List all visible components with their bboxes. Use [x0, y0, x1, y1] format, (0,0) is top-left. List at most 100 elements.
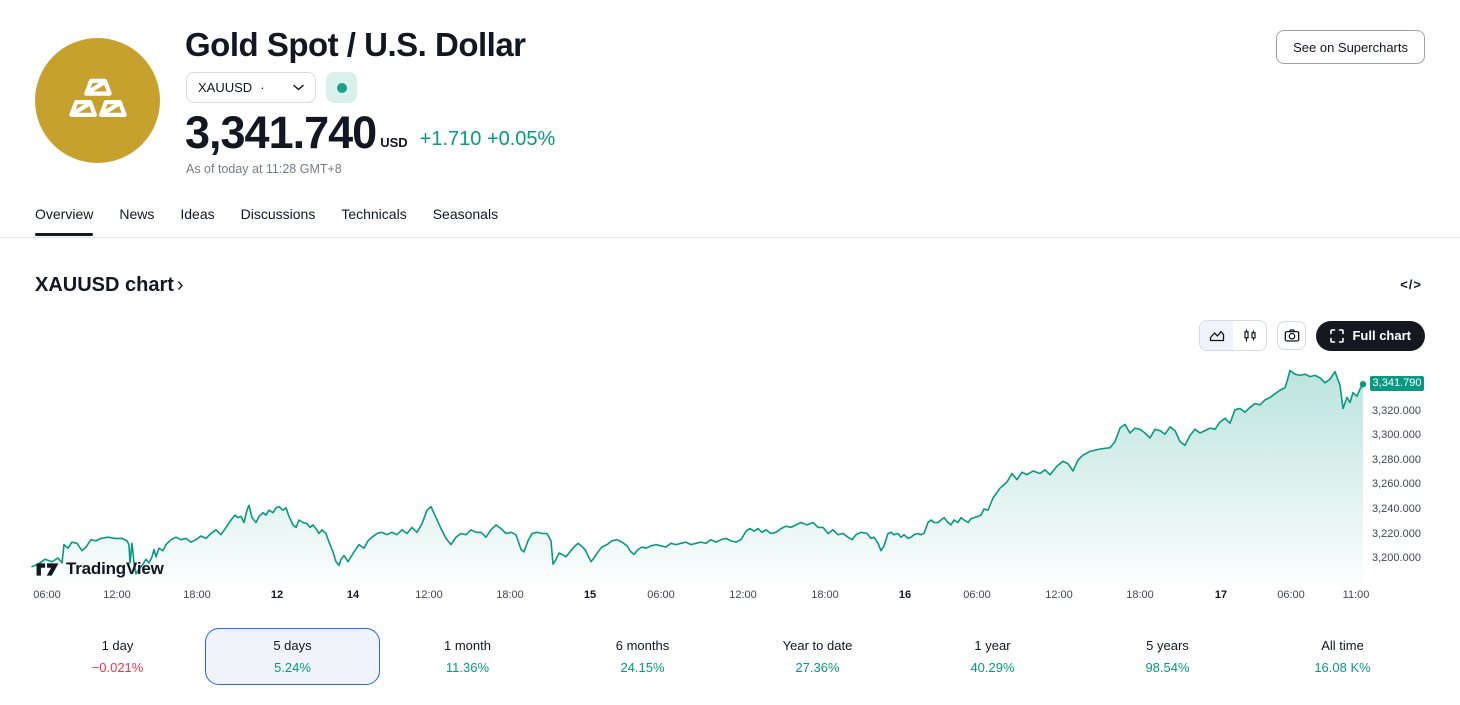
full-chart-label: Full chart — [1352, 328, 1411, 343]
full-chart-button[interactable]: Full chart — [1316, 320, 1425, 351]
period-button-all-time[interactable]: All time 16.08 K% — [1255, 628, 1430, 685]
time-axis-label: 18:00 — [183, 589, 211, 601]
period-button-1-year[interactable]: 1 year 40.29% — [905, 628, 1080, 685]
time-axis-label: 16 — [898, 589, 912, 601]
as-of-text: As of today at 11:28 GMT+8 — [186, 162, 342, 176]
tab-bar: Overview News Ideas Discussions Technicals Se… — [35, 206, 498, 236]
price-currency: USD — [380, 135, 408, 150]
see-on-supercharts-button[interactable]: See on Supercharts — [1276, 30, 1425, 64]
period-change-value: 98.54% — [1145, 660, 1190, 675]
gold-bars-icon — [68, 78, 127, 117]
period-change-value: 16.08 K% — [1314, 660, 1371, 675]
period-button-year-to-date[interactable]: Year to date 27.36% — [730, 628, 905, 685]
price-axis-label: 3,260.000 — [1372, 478, 1421, 491]
market-status-indicator[interactable] — [326, 72, 357, 103]
period-button-1-month[interactable]: 1 month 11.36% — [380, 628, 555, 685]
period-change-value: 40.29% — [970, 660, 1015, 675]
tab-seasonals[interactable]: Seasonals — [432, 206, 499, 222]
tabs-divider — [0, 237, 1460, 238]
period-label: 5 days — [273, 638, 312, 653]
time-axis-label: 12:00 — [103, 589, 131, 601]
period-label: 5 years — [1146, 638, 1189, 653]
price-axis-label: 3,220.000 — [1372, 527, 1421, 540]
last-price-dot — [1359, 381, 1367, 388]
time-axis-label: 15 — [583, 589, 597, 601]
price-chart[interactable] — [31, 365, 1367, 585]
tab-discussions[interactable]: Discussions — [240, 206, 316, 222]
period-change-value: 11.36% — [445, 660, 490, 675]
snapshot-button[interactable] — [1277, 321, 1307, 350]
time-axis-label: 12 — [270, 589, 284, 601]
chart-type-area-button[interactable] — [1200, 321, 1234, 350]
tab-overview[interactable]: Overview — [35, 206, 94, 236]
time-axis-label: 17 — [1214, 589, 1228, 601]
period-change-value: 27.36% — [795, 660, 840, 675]
time-axis-label: 18:00 — [811, 589, 839, 601]
price-axis-label: 3,200.000 — [1372, 552, 1421, 565]
page-title: Gold Spot / U.S. Dollar — [185, 26, 526, 63]
tab-technicals[interactable]: Technicals — [341, 206, 407, 222]
price-axis-label: 3,280.000 — [1372, 453, 1421, 466]
time-axis-label: 18:00 — [496, 589, 524, 601]
chart-toolbar: Full chart — [1199, 320, 1425, 351]
price-row: 3,341.740 USD +1.710 +0.05% — [185, 108, 555, 158]
symbol-dropdown[interactable]: XAUUSD · — [186, 72, 316, 103]
period-label: 1 month — [444, 638, 491, 653]
embed-code-icon[interactable]: </> — [1400, 277, 1422, 292]
period-label: All time — [1321, 638, 1364, 653]
period-change-value: 24.15% — [620, 660, 665, 675]
time-axis-label: 18:00 — [1126, 589, 1154, 601]
symbol-row: XAUUSD · — [186, 72, 357, 103]
chevron-down-icon — [293, 84, 304, 91]
time-axis-label: 06:00 — [963, 589, 991, 601]
time-axis-label: 12:00 — [729, 589, 757, 601]
camera-icon — [1284, 328, 1300, 342]
chart-area-fill — [32, 370, 1363, 585]
price-axis-label: 3,320.000 — [1372, 404, 1421, 417]
tradingview-logo-icon — [36, 562, 59, 576]
time-axis-label: 12:00 — [415, 589, 443, 601]
chart-line — [31, 369, 1364, 575]
time-axis: 06:00 12:00 18:00 12 14 12:00 18:00 15 06:00 12:0… — [32, 589, 1370, 605]
price-value: 3,341.740 — [185, 107, 377, 158]
chart-heading-link[interactable]: XAUUSD chart › — [35, 274, 184, 297]
time-axis-label: 06:00 — [1277, 589, 1305, 601]
area-chart-icon — [1209, 330, 1225, 342]
last-price-badge: 3,341.790 — [1370, 376, 1424, 392]
period-button-6-months[interactable]: 6 months 24.15% — [555, 628, 730, 685]
tradingview-watermark[interactable]: TradingView — [35, 559, 164, 579]
period-label: 6 months — [615, 638, 670, 653]
symbol-separator: · — [260, 80, 265, 95]
time-axis-label: 06:00 — [647, 589, 675, 601]
candlestick-icon — [1244, 329, 1256, 342]
time-axis-label: 06:00 — [33, 589, 61, 601]
time-axis-label: 14 — [346, 589, 360, 601]
period-button-1-day[interactable]: 1 day −0.021% — [30, 628, 205, 685]
chart-type-candles-button[interactable] — [1233, 321, 1267, 350]
price-axis-label: 3,300.000 — [1372, 429, 1421, 442]
period-selector: 1 day −0.021% 5 days 5.24% 1 month 11.36% 6 mo… — [30, 628, 1430, 685]
time-axis-label: 11:00 — [1342, 589, 1370, 601]
period-change-value: −0.021% — [91, 660, 144, 675]
market-open-dot-icon — [336, 82, 347, 93]
tab-news[interactable]: News — [119, 206, 155, 222]
period-label: 1 year — [974, 638, 1011, 653]
symbol-label: XAUUSD — [198, 80, 253, 95]
time-axis-label: 12:00 — [1045, 589, 1073, 601]
tab-ideas[interactable]: Ideas — [180, 206, 215, 222]
price-axis-label: 3,240.000 — [1372, 503, 1421, 515]
tradingview-watermark-text: TradingView — [66, 559, 164, 578]
period-label: Year to date — [782, 638, 853, 653]
period-button-5-days[interactable]: 5 days 5.24% — [205, 628, 380, 685]
price-axis: 3,320.000 3,300.000 3,280.000 3,260.000 3,24… — [1370, 365, 1458, 585]
chevron-right-icon: › — [176, 274, 184, 296]
chart-type-switch — [1199, 320, 1268, 351]
period-label: 1 day — [101, 638, 134, 653]
period-change-value: 5.24% — [274, 660, 311, 675]
price-change: +1.710 +0.05% — [419, 128, 556, 150]
gold-logo — [35, 38, 160, 163]
period-button-5-years[interactable]: 5 years 98.54% — [1080, 628, 1255, 685]
fullscreen-icon — [1330, 328, 1345, 343]
chart-heading: XAUUSD chart — [35, 274, 174, 296]
chart-canvas — [31, 369, 1367, 585]
